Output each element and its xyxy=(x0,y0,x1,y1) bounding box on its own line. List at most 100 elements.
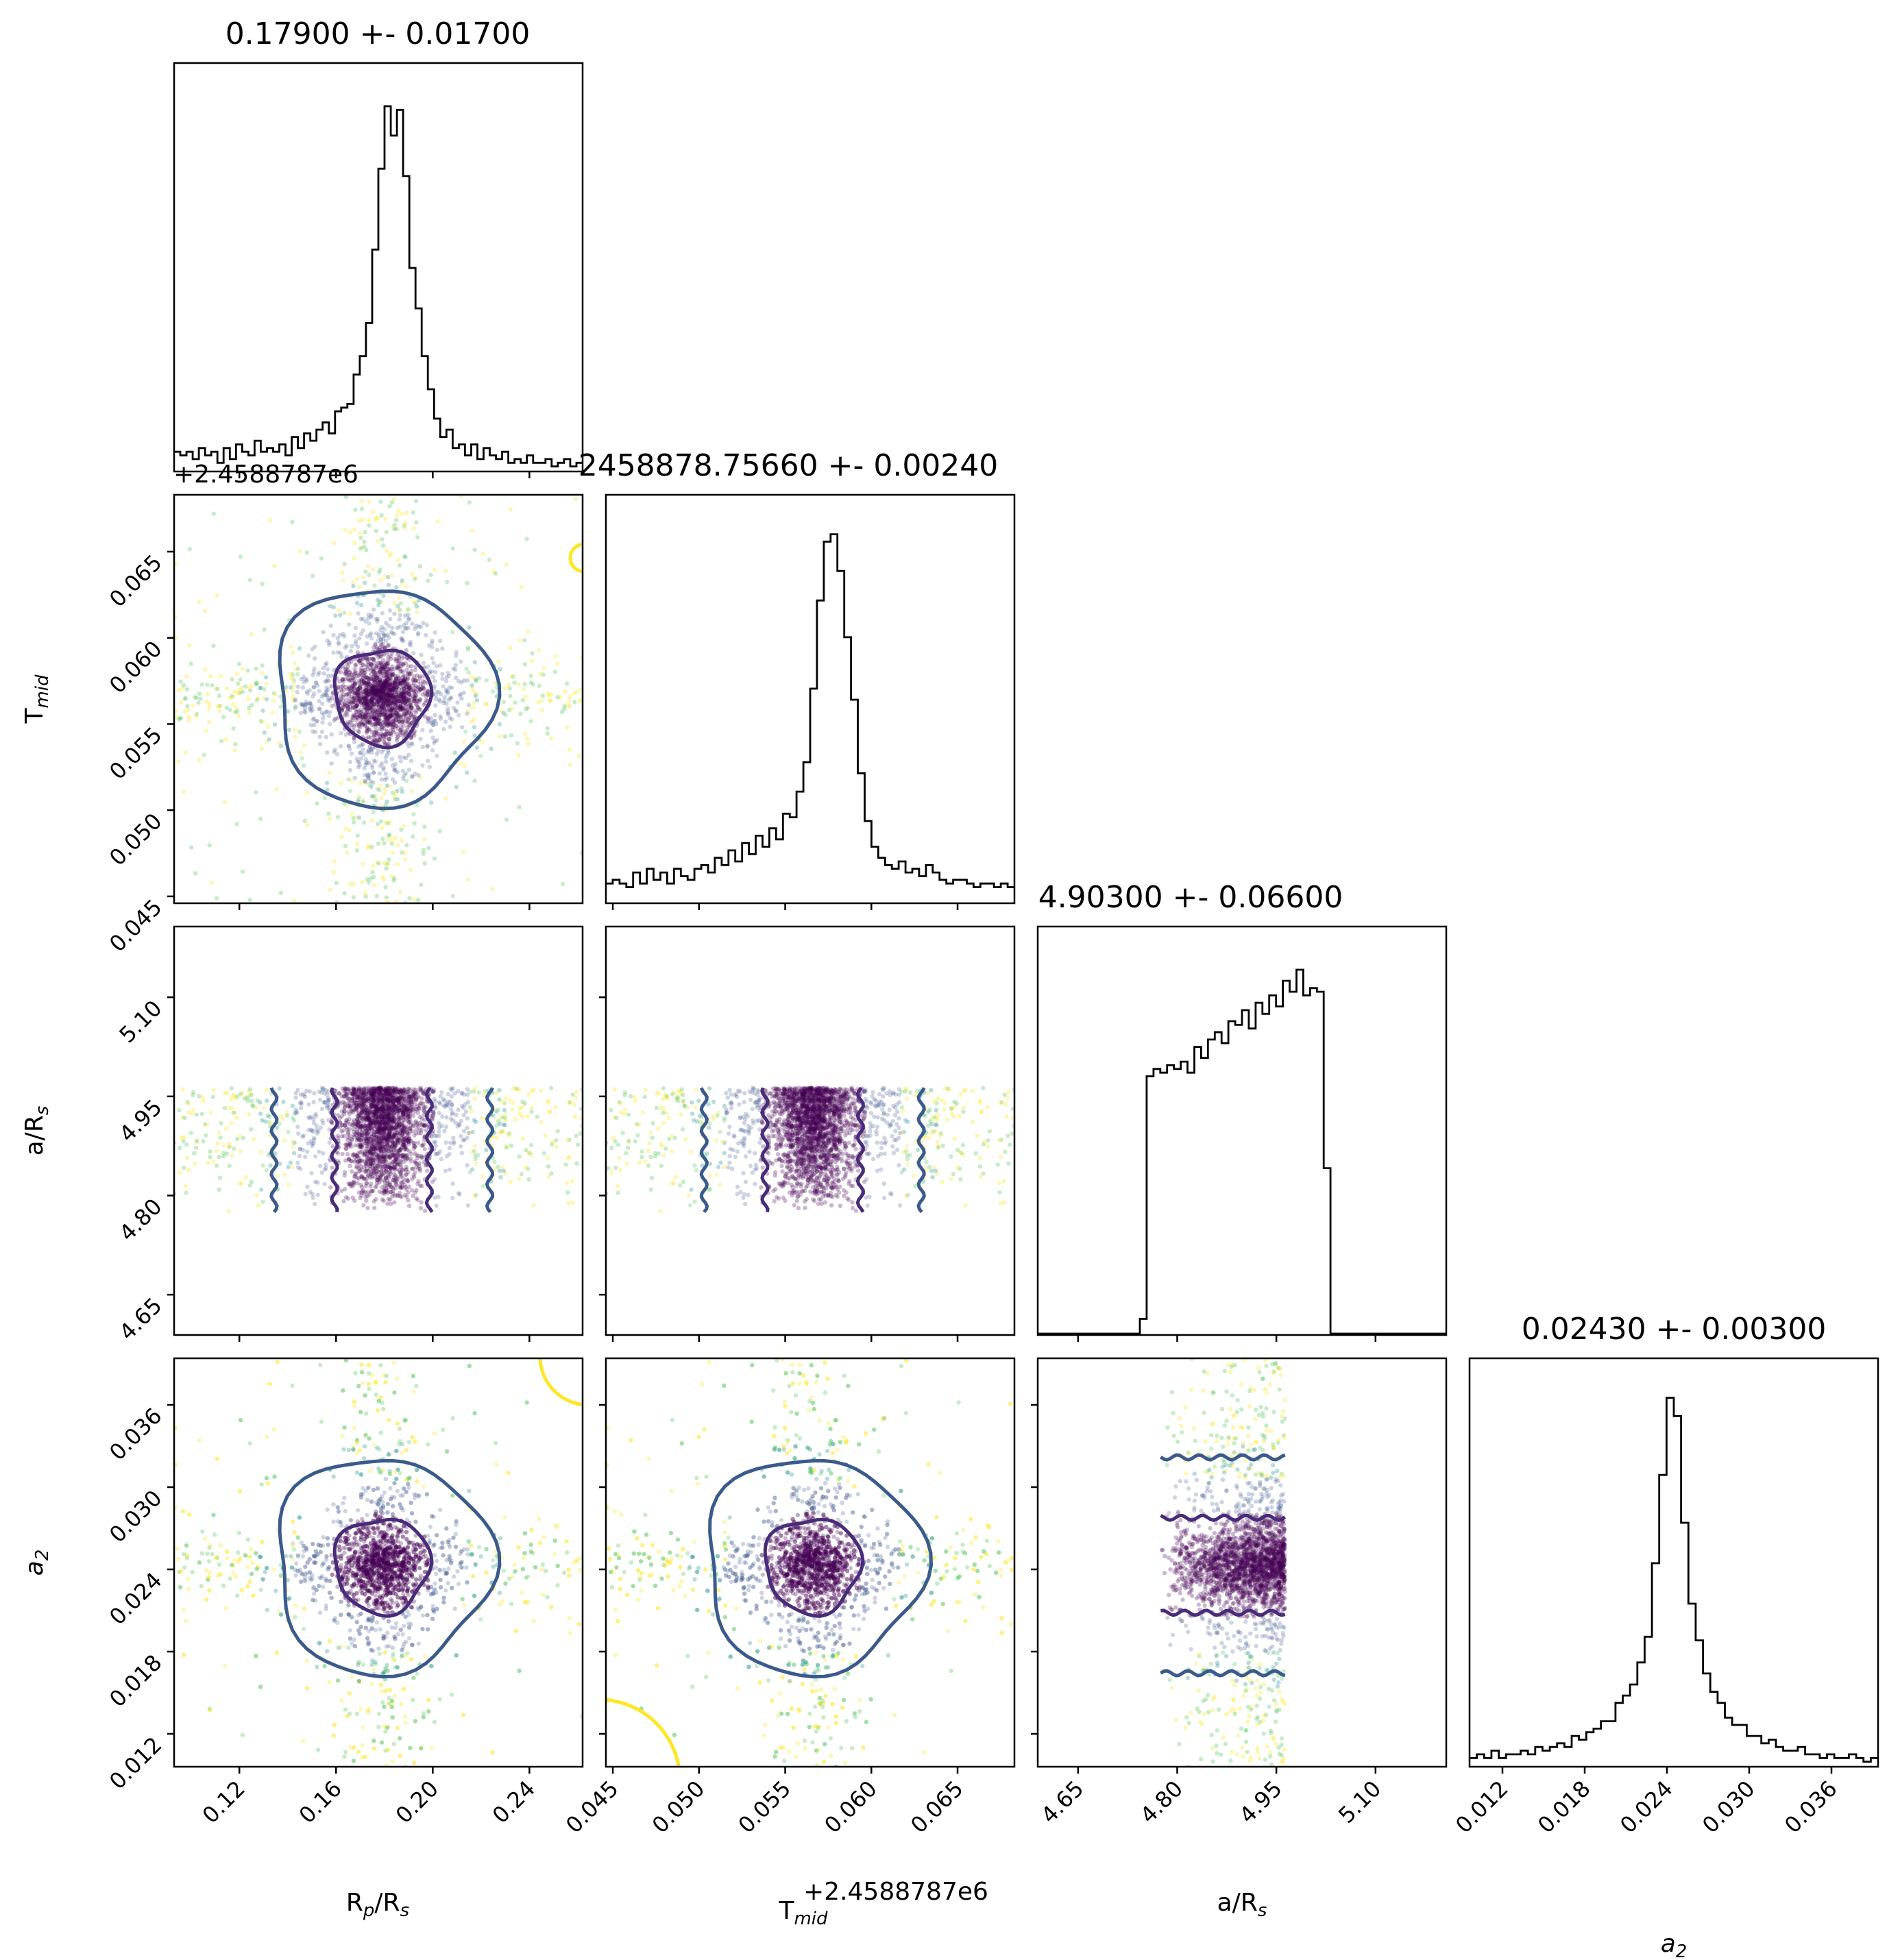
sample-point xyxy=(398,1128,403,1133)
sample-point xyxy=(434,689,439,695)
sample-point xyxy=(385,698,390,703)
sample-point xyxy=(258,1100,263,1105)
sample-point xyxy=(338,650,343,656)
sample-point xyxy=(367,1174,373,1179)
sample-point xyxy=(413,1091,419,1096)
sample-point xyxy=(367,523,372,528)
sample-point xyxy=(382,1149,387,1153)
sample-point xyxy=(396,1090,402,1094)
sample-point xyxy=(347,1101,352,1105)
sample-point xyxy=(398,1095,402,1101)
sample-point xyxy=(278,694,283,699)
sample-point xyxy=(377,677,382,682)
sample-point xyxy=(369,1134,374,1139)
sample-point xyxy=(381,1097,386,1102)
sample-point xyxy=(361,722,366,727)
sample-point xyxy=(375,1164,380,1168)
sample-point xyxy=(391,497,397,502)
sample-point xyxy=(363,705,367,709)
sample-point xyxy=(441,1097,446,1102)
sample-point xyxy=(372,1098,377,1103)
sample-point xyxy=(374,1171,378,1177)
sample-point xyxy=(368,876,374,881)
sample-point xyxy=(416,598,421,603)
sample-point xyxy=(372,1132,377,1138)
sample-point xyxy=(382,665,387,670)
sample-point xyxy=(385,688,391,693)
sample-point xyxy=(402,1147,407,1152)
sample-point xyxy=(382,626,387,632)
sample-point xyxy=(346,743,351,748)
sample-point xyxy=(308,705,313,710)
sample-point xyxy=(385,820,391,826)
sample-point xyxy=(381,1136,386,1140)
sample-point xyxy=(420,763,425,768)
sample-point xyxy=(465,1125,470,1131)
sample-point xyxy=(392,689,398,694)
sample-point xyxy=(366,703,372,709)
sample-point xyxy=(371,1097,376,1102)
sample-point xyxy=(373,722,378,727)
sample-point xyxy=(364,699,369,704)
sample-point xyxy=(383,633,388,638)
sample-point xyxy=(350,1091,355,1097)
sample-point xyxy=(380,691,385,696)
sample-point xyxy=(186,1110,191,1115)
sample-point xyxy=(234,671,239,676)
sample-point xyxy=(378,1140,382,1144)
sample-point xyxy=(369,729,374,735)
sample-point xyxy=(389,1150,395,1155)
sample-point xyxy=(373,1095,378,1100)
sample-point xyxy=(393,718,399,722)
sample-point xyxy=(350,683,355,688)
sample-point xyxy=(376,685,381,690)
sample-point xyxy=(355,1114,360,1118)
sample-point xyxy=(298,702,304,707)
sample-point xyxy=(380,1125,385,1131)
sample-point xyxy=(502,1115,508,1120)
sample-point xyxy=(362,1151,367,1157)
sample-point xyxy=(378,1155,383,1160)
sample-point xyxy=(341,1128,346,1133)
sample-point xyxy=(385,783,390,788)
sample-point xyxy=(413,691,417,696)
sample-point xyxy=(400,719,406,724)
sample-point xyxy=(400,1181,404,1186)
sample-point xyxy=(391,694,395,698)
sample-point xyxy=(354,1103,360,1108)
sample-point xyxy=(378,695,384,700)
sample-point xyxy=(430,720,435,725)
sample-point xyxy=(378,654,382,659)
sample-point xyxy=(384,1105,389,1111)
sample-point xyxy=(400,678,406,683)
sample-point xyxy=(409,741,414,746)
sample-point xyxy=(392,1098,397,1103)
sample-point xyxy=(391,1118,396,1123)
sample-point xyxy=(355,1116,360,1122)
sample-point xyxy=(382,1136,387,1140)
sample-point xyxy=(358,1121,363,1126)
sample-point xyxy=(578,1131,583,1136)
sample-point xyxy=(419,1153,424,1158)
sample-point xyxy=(390,1089,395,1094)
sample-point xyxy=(383,1186,388,1191)
sample-point xyxy=(381,682,386,687)
sample-point xyxy=(417,1114,423,1120)
sample-point xyxy=(382,1149,387,1154)
sample-point xyxy=(395,702,400,708)
sample-point xyxy=(249,1099,254,1103)
sample-point xyxy=(413,685,418,690)
sample-point xyxy=(388,683,393,687)
sample-point xyxy=(553,1105,558,1110)
sample-point xyxy=(366,1140,372,1145)
sample-point xyxy=(263,1119,268,1124)
sample-point xyxy=(363,1116,368,1121)
sample-point xyxy=(378,735,383,739)
sample-point xyxy=(391,683,395,688)
sample-point xyxy=(230,1153,234,1158)
sample-point xyxy=(577,698,583,704)
sample-point xyxy=(395,1162,400,1167)
sample-point xyxy=(402,1142,406,1147)
sample-point xyxy=(399,1133,404,1138)
sample-point xyxy=(360,681,365,687)
